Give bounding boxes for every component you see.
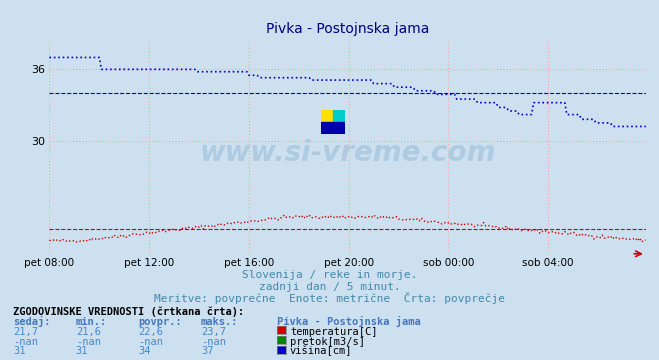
- Bar: [321, 111, 333, 122]
- Text: ZGODOVINSKE VREDNOSTI (črtkana črta):: ZGODOVINSKE VREDNOSTI (črtkana črta):: [13, 306, 244, 317]
- Text: sedaj:: sedaj:: [13, 316, 51, 327]
- Title: Pivka - Postojnska jama: Pivka - Postojnska jama: [266, 22, 429, 36]
- Bar: [321, 122, 333, 134]
- Text: 21,7: 21,7: [13, 327, 38, 337]
- Text: 31: 31: [76, 346, 88, 356]
- Text: 22,6: 22,6: [138, 327, 163, 337]
- Text: 21,6: 21,6: [76, 327, 101, 337]
- Text: -nan: -nan: [138, 337, 163, 347]
- Text: Pivka - Postojnska jama: Pivka - Postojnska jama: [277, 316, 420, 327]
- Text: -nan: -nan: [201, 337, 226, 347]
- Text: -nan: -nan: [13, 337, 38, 347]
- Text: zadnji dan / 5 minut.: zadnji dan / 5 minut.: [258, 282, 401, 292]
- Bar: [333, 111, 345, 122]
- Bar: [333, 122, 345, 134]
- Text: min.:: min.:: [76, 317, 107, 327]
- Text: povpr.:: povpr.:: [138, 317, 182, 327]
- Text: višina[cm]: višina[cm]: [290, 346, 353, 356]
- Text: temperatura[C]: temperatura[C]: [290, 327, 378, 337]
- Text: Meritve: povprečne  Enote: metrične  Črta: povprečje: Meritve: povprečne Enote: metrične Črta:…: [154, 292, 505, 304]
- Text: maks.:: maks.:: [201, 317, 239, 327]
- Text: 34: 34: [138, 346, 151, 356]
- Text: pretok[m3/s]: pretok[m3/s]: [290, 337, 365, 347]
- Text: -nan: -nan: [76, 337, 101, 347]
- Text: 37: 37: [201, 346, 214, 356]
- Text: www.si-vreme.com: www.si-vreme.com: [200, 139, 496, 167]
- Text: Slovenija / reke in morje.: Slovenija / reke in morje.: [242, 270, 417, 280]
- Text: 31: 31: [13, 346, 26, 356]
- Text: 23,7: 23,7: [201, 327, 226, 337]
